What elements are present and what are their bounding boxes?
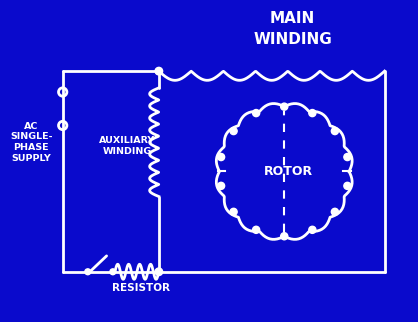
Circle shape bbox=[344, 182, 351, 189]
Text: AC
SINGLE-
PHASE
SUPPLY: AC SINGLE- PHASE SUPPLY bbox=[10, 122, 53, 163]
Circle shape bbox=[344, 154, 351, 161]
Circle shape bbox=[230, 128, 237, 135]
Circle shape bbox=[281, 103, 288, 110]
Circle shape bbox=[85, 269, 91, 275]
Circle shape bbox=[331, 208, 339, 215]
Circle shape bbox=[309, 109, 316, 117]
Circle shape bbox=[331, 128, 339, 135]
Circle shape bbox=[155, 268, 163, 276]
Circle shape bbox=[217, 182, 224, 189]
Circle shape bbox=[110, 269, 116, 275]
Circle shape bbox=[155, 67, 163, 75]
Circle shape bbox=[217, 154, 224, 161]
Circle shape bbox=[230, 208, 237, 215]
Text: MAIN: MAIN bbox=[270, 11, 315, 26]
Text: ROTOR: ROTOR bbox=[264, 165, 313, 178]
Circle shape bbox=[281, 233, 288, 240]
Text: AUXILIARY
WINDING: AUXILIARY WINDING bbox=[99, 137, 155, 156]
Text: WINDING: WINDING bbox=[253, 32, 332, 47]
Circle shape bbox=[252, 109, 260, 117]
Circle shape bbox=[309, 226, 316, 233]
Text: RESISTOR: RESISTOR bbox=[112, 283, 170, 293]
Circle shape bbox=[252, 226, 260, 233]
